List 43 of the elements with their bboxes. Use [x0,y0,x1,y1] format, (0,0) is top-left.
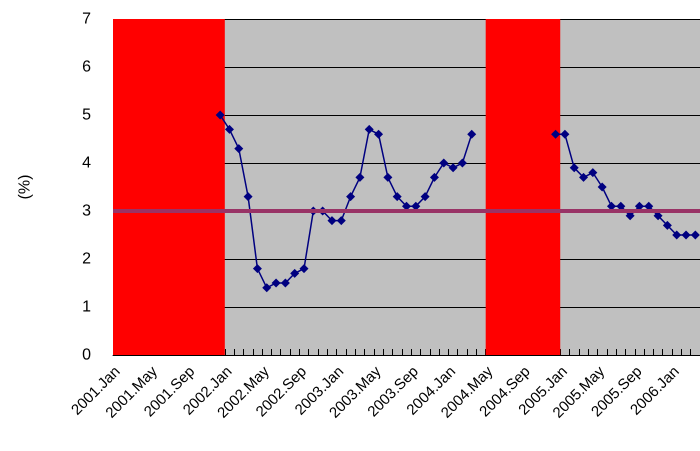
point [280,278,290,288]
point [598,182,607,192]
point [244,192,253,202]
y-tick-label: 2 [82,250,92,268]
point [327,216,336,226]
point [560,130,570,139]
point [458,158,467,168]
point [336,216,346,226]
point [690,230,700,240]
point [420,192,430,202]
point [346,192,356,202]
point [300,264,309,274]
point [672,230,682,240]
y-tick-label: 7 [82,10,92,28]
point [272,278,281,288]
point [682,230,691,240]
point [374,130,384,139]
point [551,130,560,139]
y-axis-title: (%) [16,174,34,200]
point [430,172,439,182]
point [252,264,262,274]
point [439,158,448,168]
point [662,220,672,230]
point [588,168,598,178]
point [262,283,272,292]
y-tick-label: 4 [82,154,92,172]
point [355,172,364,182]
point [364,124,374,134]
point [448,163,458,172]
y-tick-label: 3 [82,202,92,220]
y-tick-label: 6 [82,58,92,76]
point [224,124,234,134]
point [392,192,402,202]
y-tick-label: 0 [82,346,92,364]
point [216,110,225,120]
point [570,163,579,172]
point [467,130,476,139]
point [383,172,392,182]
y-tick-label: 1 [82,298,92,316]
point [579,172,588,182]
point [234,144,244,154]
point [290,268,300,278]
y-tick-label: 5 [82,106,92,124]
